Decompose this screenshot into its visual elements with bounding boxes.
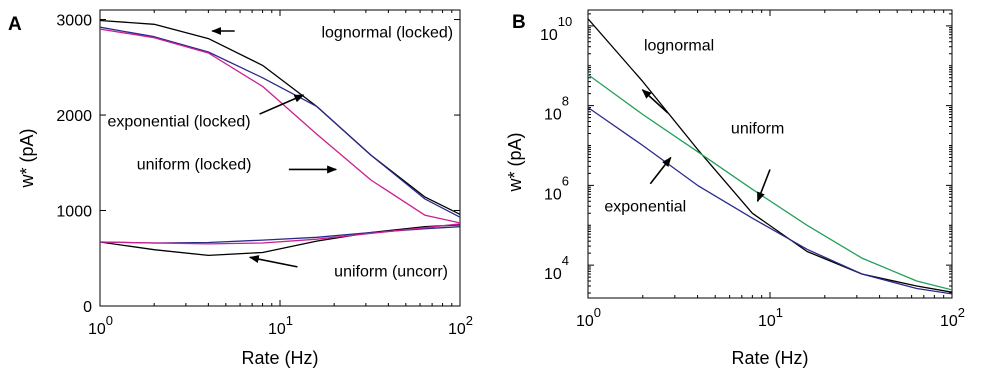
y-tick-label: 0 (83, 299, 92, 316)
annotation-label: lognormal (644, 38, 714, 55)
panel-b-series (588, 18, 952, 295)
y-tick-label: 1010 (540, 14, 572, 44)
annotation-label: uniform (locked) (137, 156, 252, 173)
panel-a-y-axis-label: w* (pA) (17, 128, 37, 188)
annotation-arrow (259, 94, 305, 115)
annotation-arrow (248, 255, 298, 268)
annotation-label: uniform (731, 121, 784, 138)
annotation-label: lognormal (locked) (321, 25, 453, 42)
y-tick-label: 1000 (56, 204, 92, 221)
annotation-label: exponential (604, 199, 686, 216)
x-tick-label: 100 (576, 305, 601, 330)
y-tick-label: 2000 (56, 108, 92, 125)
series-line-1 (100, 19, 460, 215)
panel-b-axes-frame (587, 9, 953, 299)
panel-a-annotations: lognormal (locked) exponential (locked) un… (107, 25, 453, 281)
annotation-label: uniform (uncorr) (334, 263, 448, 280)
panel-b-label: B (512, 12, 526, 33)
panel-b: B 100 101 102 104 106 108 1010 lognormal unifor… (505, 9, 965, 368)
annotation-arrow (641, 89, 669, 114)
panel-b-x-axis-label: Rate (Hz) (731, 348, 808, 368)
x-tick-label: 101 (758, 305, 783, 330)
series-line-4 (100, 224, 460, 257)
y-tick-label: 108 (544, 94, 569, 124)
x-tick-label: 101 (268, 313, 293, 338)
series-line-1 (588, 18, 952, 293)
panel-a-series (100, 19, 460, 257)
y-tick-label: 104 (544, 253, 569, 283)
x-tick-label: 102 (940, 305, 965, 330)
series-line-3 (100, 28, 460, 224)
panel-b-ticks: 100 101 102 104 106 108 1010 (540, 10, 965, 330)
y-tick-label: 3000 (56, 13, 92, 30)
panel-a: A 100 101 102 0 1000 2000 3000 lognormal (lock… (8, 9, 473, 368)
series-line-3 (588, 106, 952, 295)
panel-a-x-axis-label: Rate (Hz) (241, 348, 318, 368)
panel-a-label: A (8, 14, 22, 35)
series-line-2 (588, 74, 952, 291)
series-line-2 (100, 26, 460, 218)
x-tick-label: 100 (88, 313, 113, 338)
panel-a-ticks: 100 101 102 0 1000 2000 3000 (56, 10, 473, 338)
annotation-arrow (756, 169, 771, 203)
panel-b-y-axis-label: w* (pA) (505, 132, 525, 192)
panel-b-annotations: lognormal uniform exponential (604, 38, 784, 216)
y-tick-label: 106 (544, 173, 569, 203)
x-tick-label: 102 (448, 313, 473, 338)
series-line-6 (100, 223, 460, 245)
annotation-label: exponential (locked) (107, 113, 250, 130)
annotation-arrow (649, 156, 672, 185)
